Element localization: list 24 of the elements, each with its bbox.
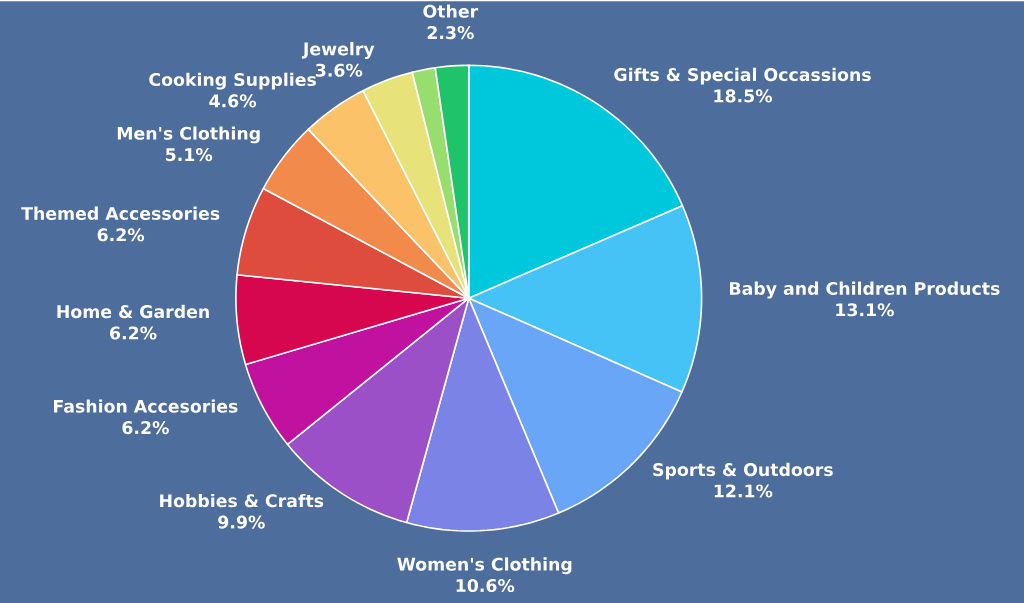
data-label: 5.1% [165,147,213,162]
data-label: 6.2% [97,228,145,242]
slice-label: Themed Accessories [21,206,220,220]
slice-label: Home & Garden [57,304,209,319]
data-label: 2.3% [427,25,474,40]
slice-label: Other [423,4,479,18]
data-label: 9.9% [218,515,265,529]
slice-label: Jewelry [301,41,375,59]
data-label: 6.2% [110,326,157,340]
data-label: 3.6% [315,63,363,77]
slice-label: Sports & Outdoors [653,462,833,480]
slice-label: Baby and Children Products [730,281,1000,299]
data-label: 10.6% [456,578,515,592]
data-label: 4.6% [209,94,257,108]
data-label: 18.5% [714,89,773,103]
slice-label: Gifts & Special Occassions [614,67,871,85]
data-label: 12.1% [714,484,773,498]
data-label: 13.1% [836,303,894,317]
data-label: 6.2% [122,420,169,434]
slice-label: Fashion Accesories [54,399,238,413]
slice-label: Hobbies & Crafts [160,493,324,508]
slice-label: Women's Clothing [397,557,572,575]
slice-label: Cooking Supplies [149,72,316,90]
slice-label: Men's Clothing [117,126,260,144]
